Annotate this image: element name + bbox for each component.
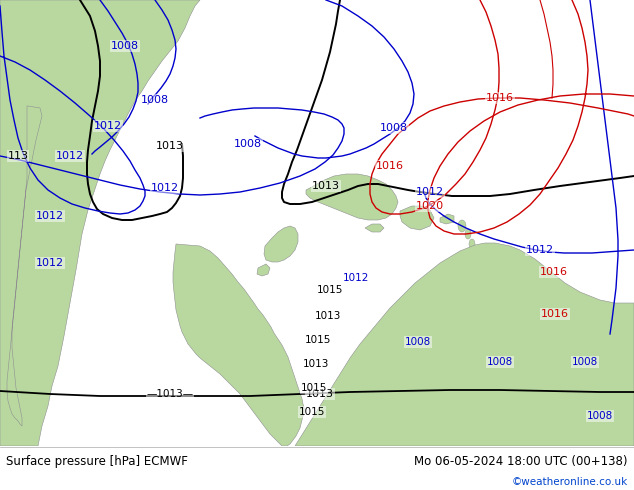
- Text: ©weatheronline.co.uk: ©weatheronline.co.uk: [512, 477, 628, 487]
- Text: 1012: 1012: [36, 258, 64, 268]
- Text: 1012: 1012: [526, 245, 554, 255]
- Text: 113: 113: [8, 151, 29, 161]
- Text: 1008: 1008: [487, 357, 513, 367]
- Text: 1016: 1016: [486, 93, 514, 103]
- Text: 1012: 1012: [94, 121, 122, 131]
- Text: 1012: 1012: [343, 273, 369, 283]
- Polygon shape: [400, 206, 434, 230]
- Ellipse shape: [465, 229, 471, 239]
- Text: 1008: 1008: [572, 357, 598, 367]
- Polygon shape: [173, 244, 304, 446]
- Polygon shape: [365, 224, 384, 232]
- Text: 1013: 1013: [156, 141, 184, 151]
- Text: 1008: 1008: [234, 139, 262, 149]
- Text: 1012: 1012: [56, 151, 84, 161]
- Text: 1008: 1008: [111, 41, 139, 51]
- Text: 1015: 1015: [301, 383, 327, 393]
- Polygon shape: [440, 214, 454, 224]
- Polygon shape: [0, 0, 200, 446]
- Ellipse shape: [473, 249, 479, 259]
- Text: 1015: 1015: [305, 335, 331, 345]
- Text: 1008: 1008: [405, 337, 431, 347]
- Text: 1015: 1015: [317, 285, 343, 295]
- Text: 1015: 1015: [299, 407, 325, 417]
- Ellipse shape: [477, 279, 483, 289]
- Text: 1013: 1013: [303, 359, 329, 369]
- Text: 1008: 1008: [380, 123, 408, 133]
- Polygon shape: [306, 174, 398, 220]
- Text: 1012: 1012: [416, 187, 444, 197]
- Text: 1020: 1020: [416, 201, 444, 211]
- Polygon shape: [7, 106, 42, 426]
- Ellipse shape: [476, 260, 480, 268]
- Text: 1013: 1013: [306, 389, 334, 399]
- Text: 1016: 1016: [541, 309, 569, 319]
- Text: 1008: 1008: [141, 95, 169, 105]
- Text: 1012: 1012: [36, 211, 64, 221]
- Polygon shape: [264, 226, 298, 262]
- Ellipse shape: [469, 239, 475, 249]
- Text: 1013: 1013: [312, 181, 340, 191]
- Ellipse shape: [474, 290, 482, 302]
- Text: 1016: 1016: [376, 161, 404, 171]
- Text: Mo 06-05-2024 18:00 UTC (00+138): Mo 06-05-2024 18:00 UTC (00+138): [415, 455, 628, 468]
- Ellipse shape: [458, 220, 466, 232]
- Text: —1013—: —1013—: [146, 389, 193, 399]
- Text: 1012: 1012: [151, 183, 179, 193]
- Text: 1013: 1013: [315, 311, 341, 321]
- Polygon shape: [257, 264, 270, 276]
- Polygon shape: [295, 243, 634, 446]
- Text: 1008: 1008: [587, 411, 613, 421]
- Text: 1016: 1016: [540, 267, 568, 277]
- Ellipse shape: [478, 270, 482, 278]
- Text: Surface pressure [hPa] ECMWF: Surface pressure [hPa] ECMWF: [6, 455, 188, 468]
- Polygon shape: [0, 0, 75, 446]
